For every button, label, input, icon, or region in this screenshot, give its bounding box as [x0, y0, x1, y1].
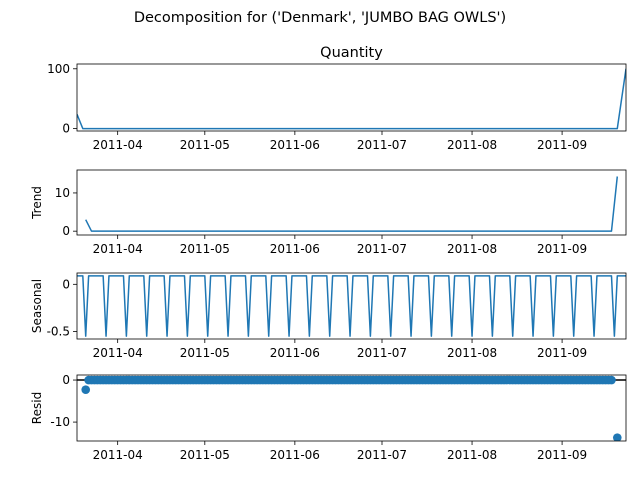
trend-xtick-label: 2011-09: [537, 242, 587, 256]
observed-xtick-label: 2011-07: [357, 138, 407, 152]
chart-title: Decomposition for ('Denmark', 'JUMBO BAG…: [134, 10, 506, 26]
resid-xtick-label: 2011-09: [537, 448, 587, 462]
trend-ylabel: Trend: [30, 186, 44, 220]
observed-xtick-label: 2011-05: [180, 138, 230, 152]
observed-xtick-label: 2011-06: [270, 138, 320, 152]
trend-xtick-label: 2011-05: [180, 242, 230, 256]
trend-line: [85, 176, 619, 232]
seasonal-ylabel: Seasonal: [30, 279, 44, 333]
observed-xtick-label: 2011-09: [537, 138, 587, 152]
seasonal-xtick-label: 2011-04: [93, 346, 143, 360]
resid-xtick-label: 2011-08: [447, 448, 497, 462]
observed-ytick-label: 0: [62, 122, 70, 136]
trend-xtick-label: 2011-08: [447, 242, 497, 256]
observed-panel: Quantity 0 100 2011-04 2011-05 2011-06 2011-07…: [47, 45, 627, 152]
resid-xtick-label: 2011-07: [357, 448, 407, 462]
resid-ytick-label: -10: [50, 415, 70, 429]
seasonal-line: [77, 275, 626, 337]
resid-panel: Resid 0 -10 2011-04 2011-05 2011-06 2011-07 201…: [30, 373, 627, 462]
observed-xtick-label: 2011-08: [447, 138, 497, 152]
trend-xtick-label: 2011-07: [357, 242, 407, 256]
trend-ytick-label: 0: [62, 224, 70, 238]
observed-subtitle: Quantity: [320, 45, 383, 61]
observed-ytick-label: 100: [47, 62, 70, 76]
resid-axes-frame: [76, 374, 627, 442]
trend-data: [85, 176, 619, 232]
resid-point: [607, 375, 616, 385]
resid-point: [81, 385, 91, 395]
observed-xtick-label: 2011-04: [93, 138, 143, 152]
trend-panel: Trend 0 10 2011-04 2011-05 2011-06 2011-07 2011…: [30, 169, 627, 256]
seasonal-xtick-label: 2011-08: [447, 346, 497, 360]
resid-xtick-label: 2011-04: [93, 448, 143, 462]
seasonal-xtick-label: 2011-07: [357, 346, 407, 360]
trend-xtick-label: 2011-06: [270, 242, 320, 256]
seasonal-ytick-label: -0.5: [47, 324, 70, 338]
observed-line: [77, 68, 626, 130]
seasonal-axes-frame: [76, 272, 627, 340]
resid-xtick-label: 2011-06: [270, 448, 320, 462]
seasonal-xtick-label: 2011-06: [270, 346, 320, 360]
seasonal-ytick-label: 0: [62, 277, 70, 291]
seasonal-xtick-label: 2011-09: [537, 346, 587, 360]
seasonal-data: [77, 275, 626, 337]
resid-ylabel: Resid: [30, 392, 44, 424]
observed-data: [77, 68, 626, 130]
trend-ytick-label: 10: [55, 186, 70, 200]
seasonal-xtick-label: 2011-05: [180, 346, 230, 360]
observed-axes-frame: [76, 63, 627, 132]
resid-point: [612, 433, 622, 441]
resid-data: [77, 375, 626, 441]
seasonal-panel: Seasonal 0 -0.5 2011-04 2011-05 2011-06 2011-0…: [30, 272, 627, 360]
resid-ytick-label: 0: [62, 373, 70, 387]
trend-xtick-label: 2011-04: [93, 242, 143, 256]
trend-axes-frame: [76, 169, 627, 236]
resid-xtick-label: 2011-05: [180, 448, 230, 462]
